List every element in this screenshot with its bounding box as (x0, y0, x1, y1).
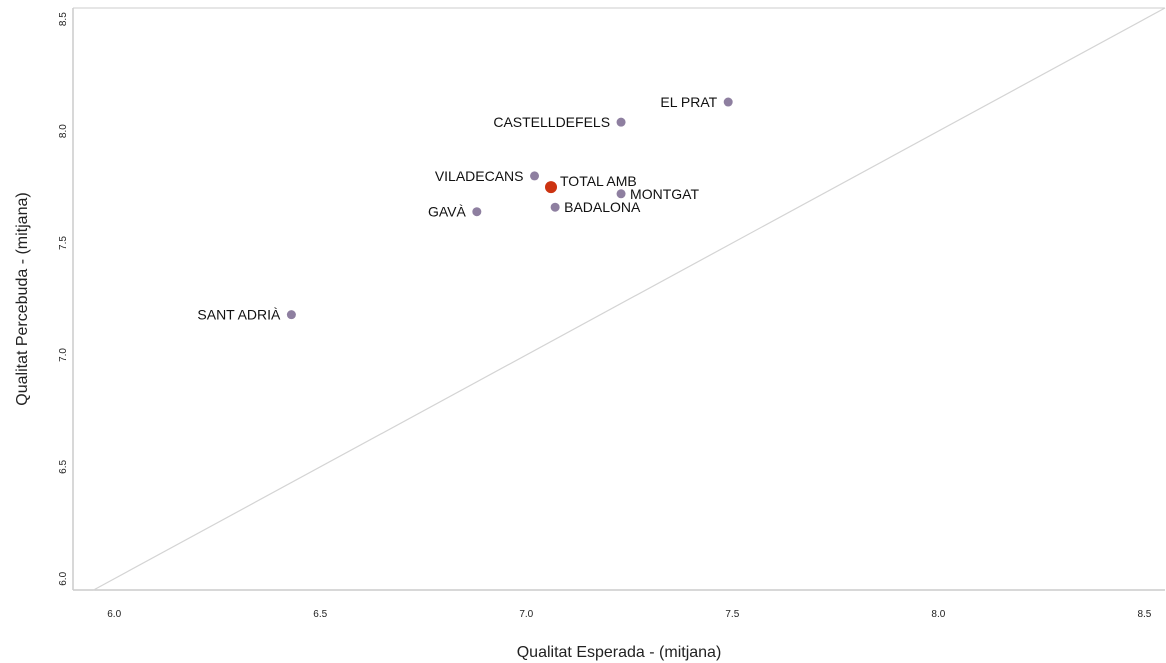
data-point (286, 310, 296, 320)
diagonal-reference-line (93, 7, 1166, 591)
y-tick-label: 6.5 (58, 459, 69, 473)
point-label: EL PRAT (660, 94, 717, 110)
total-amb-point (545, 181, 558, 194)
data-point (723, 97, 733, 107)
point-label: TOTAL AMB (560, 173, 637, 189)
point-label: SANT ADRIÀ (197, 307, 281, 323)
point-label: GAVÀ (428, 204, 467, 220)
x-tick-label: 7.5 (725, 609, 739, 620)
x-axis-label: Qualitat Esperada - (mitjana) (517, 644, 722, 661)
data-point (616, 189, 626, 199)
x-axis-ticks: 6.0 6.5 7.0 7.5 8.0 8.5 (107, 609, 1152, 620)
data-point (616, 117, 626, 127)
point-label: BADALONA (564, 199, 641, 215)
x-tick-label: 8.5 (1137, 609, 1151, 620)
x-tick-label: 8.0 (931, 609, 945, 620)
point-labels: EL PRAT CASTELLDEFELS VILADECANS TOTAL AMBM… (197, 94, 717, 323)
point-label: CASTELLDEFELS (493, 114, 610, 130)
x-tick-label: 6.5 (313, 609, 327, 620)
data-point (472, 207, 482, 217)
y-tick-label: 6.0 (58, 571, 69, 585)
data-points (286, 97, 733, 320)
x-tick-label: 7.0 (519, 609, 533, 620)
data-point (550, 202, 560, 212)
y-tick-label: 8.0 (58, 124, 69, 138)
y-tick-label: 7.5 (58, 236, 69, 250)
point-label: MONTGAT (630, 186, 699, 202)
y-axis-label: Qualitat Percebuda - (mitjana) (14, 192, 31, 405)
reference-line-group (93, 7, 1166, 591)
data-point (530, 171, 540, 181)
y-tick-label: 7.0 (58, 348, 69, 362)
plot-frame (72, 7, 1165, 591)
x-tick-label: 6.0 (107, 609, 121, 620)
point-label: VILADECANS (435, 168, 524, 184)
y-axis-ticks: 6.0 6.5 7.0 7.5 8.0 8.5 (58, 12, 69, 586)
y-tick-label: 8.5 (58, 12, 69, 26)
